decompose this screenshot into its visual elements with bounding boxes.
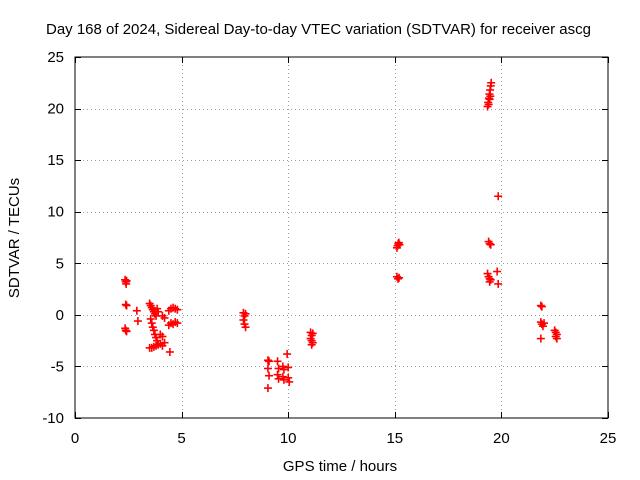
y-tick-label: 15	[47, 152, 64, 169]
data-point	[395, 240, 404, 249]
data-point	[485, 277, 494, 286]
data-point	[536, 301, 545, 310]
data-point	[265, 371, 274, 380]
data-point	[173, 305, 182, 314]
data-point	[122, 276, 131, 285]
data-point	[537, 302, 546, 311]
data-point	[173, 319, 182, 328]
data-point	[239, 316, 248, 325]
data-point	[486, 92, 495, 101]
data-point	[493, 267, 502, 276]
axis-ticks: 0 5 10 15 20 25 -10 -5 0 5 10 15 20 25	[42, 49, 616, 447]
data-point	[273, 357, 282, 366]
data-point	[241, 309, 250, 318]
data-point	[308, 329, 317, 338]
data-point	[485, 239, 494, 248]
data-point	[494, 279, 503, 288]
data-point	[263, 364, 272, 373]
data-point	[393, 274, 402, 283]
data-point	[283, 350, 292, 359]
x-axis-label: GPS time / hours	[283, 458, 397, 475]
x-tick-label: 15	[386, 430, 403, 447]
data-point	[279, 375, 288, 384]
data-point	[484, 100, 493, 109]
x-tick-label: 5	[177, 430, 185, 447]
x-tick-label: 20	[493, 430, 510, 447]
data-point	[122, 301, 131, 310]
y-tick-label: -10	[42, 410, 64, 427]
x-tick-label: 0	[71, 430, 79, 447]
data-point	[122, 327, 131, 336]
data-points	[121, 78, 561, 393]
data-point	[395, 273, 404, 282]
data-point	[121, 300, 130, 309]
y-axis-label: SDTVAR / TECUs	[6, 178, 23, 298]
data-point	[265, 357, 274, 366]
data-point	[133, 317, 142, 326]
data-point	[285, 377, 294, 386]
data-point	[284, 373, 293, 382]
y-tick-label: 25	[47, 49, 64, 66]
grid-lines	[75, 57, 608, 418]
data-point	[241, 323, 250, 332]
data-point	[146, 314, 155, 323]
y-tick-label: -5	[51, 358, 64, 375]
data-point	[487, 78, 496, 87]
data-point	[145, 343, 154, 352]
data-point	[552, 334, 561, 343]
data-point	[121, 326, 130, 335]
data-point	[486, 240, 495, 249]
x-tick-label: 25	[600, 430, 617, 447]
data-point	[307, 340, 316, 349]
data-point	[274, 374, 283, 383]
data-point	[540, 319, 549, 328]
y-tick-label: 5	[56, 255, 64, 272]
data-point	[154, 307, 163, 316]
data-point	[274, 364, 283, 373]
data-point	[158, 332, 167, 341]
data-point	[263, 384, 272, 393]
data-point	[147, 319, 156, 328]
y-tick-label: 10	[47, 204, 64, 221]
y-tick-label: 20	[47, 101, 64, 118]
data-point	[132, 306, 141, 315]
data-point	[263, 356, 272, 365]
data-point	[494, 192, 503, 201]
data-point	[160, 313, 169, 322]
data-point	[149, 326, 158, 335]
y-tick-label: 0	[56, 307, 64, 324]
chart-title: Day 168 of 2024, Sidereal Day-to-day VTE…	[46, 21, 591, 38]
data-point	[160, 338, 169, 347]
data-point	[165, 347, 174, 356]
data-point	[284, 363, 293, 372]
data-point	[273, 370, 282, 379]
data-point	[536, 334, 545, 343]
plot-frame	[74, 56, 609, 419]
x-tick-label: 10	[280, 430, 297, 447]
data-point	[279, 365, 288, 374]
